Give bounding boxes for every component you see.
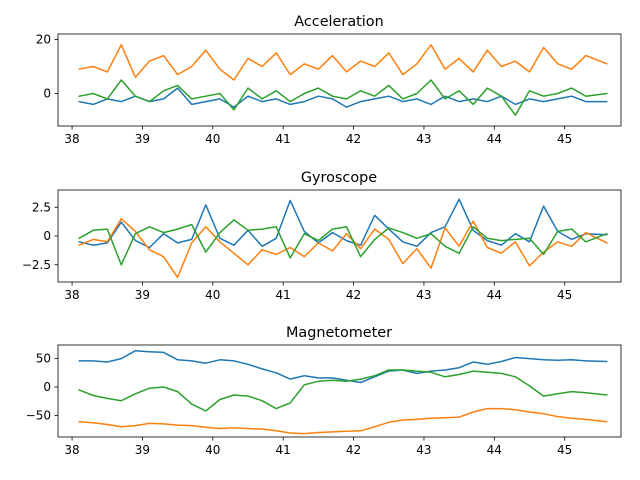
acceleration-x-tick-label: 45	[557, 132, 572, 146]
magnetometer-plot-area	[78, 349, 608, 435]
gyroscope-series-1-line	[78, 198, 608, 249]
gyroscope-x-tick-label: 41	[276, 288, 291, 302]
acceleration-axes-frame	[57, 33, 622, 127]
acceleration-series-3-line	[78, 79, 608, 116]
gyroscope-x-tick-label: 42	[346, 288, 361, 302]
acceleration-x-tick-label: 38	[64, 132, 79, 146]
magnetometer-x-tick-label: 40	[205, 443, 220, 457]
acceleration-x-tick-label: 42	[346, 132, 361, 146]
gyroscope-ticks: 38 39 40 41 42 43 44 45 −2.5 0 2.5	[22, 200, 572, 302]
acceleration-series-1-line	[78, 87, 608, 108]
gyroscope-x-tick-label: 39	[135, 288, 150, 302]
gyroscope-x-tick-label: 45	[557, 288, 572, 302]
acceleration-x-tick-label: 43	[416, 132, 431, 146]
acceleration-x-tick-label: 39	[135, 132, 150, 146]
gyroscope-plot-area	[78, 198, 608, 279]
magnetometer-title: Magnetometer	[286, 325, 392, 341]
gyroscope-panel: Gyroscope 38 39 40 41 42 43 44 45 −2.5 0 2.5	[22, 170, 622, 302]
acceleration-x-tick-label: 44	[487, 132, 502, 146]
acceleration-plot-area	[78, 44, 608, 116]
gyroscope-y-tick-label: −2.5	[22, 258, 51, 272]
magnetometer-x-tick-label: 43	[416, 443, 431, 457]
acceleration-title: Acceleration	[294, 14, 383, 30]
gyroscope-title: Gyroscope	[301, 170, 377, 186]
gyroscope-x-tick-label: 43	[416, 288, 431, 302]
magnetometer-ticks: 38 39 40 41 42 43 44 45 −50 0 50	[26, 352, 573, 457]
acceleration-series-2-line	[78, 44, 608, 81]
acceleration-y-tick-label: 20	[36, 32, 51, 46]
magnetometer-panel: Magnetometer 38 39 40 41 42 43 44 45 −50 0 50	[26, 325, 622, 457]
acceleration-y-tick-label: 0	[43, 87, 51, 101]
gyroscope-series-2-line	[78, 218, 608, 279]
acceleration-ticks: 38 39 40 41 42 43 44 45 0 20	[36, 32, 573, 146]
magnetometer-x-tick-label: 38	[64, 443, 79, 457]
acceleration-x-tick-label: 41	[276, 132, 291, 146]
magnetometer-y-tick-label: −50	[26, 408, 51, 422]
magnetometer-x-tick-label: 44	[487, 443, 502, 457]
acceleration-x-tick-label: 40	[205, 132, 220, 146]
gyroscope-x-tick-label: 38	[64, 288, 79, 302]
gyroscope-y-tick-label: 2.5	[32, 200, 51, 214]
magnetometer-series-3-line	[78, 369, 608, 412]
gyroscope-y-tick-label: 0	[43, 229, 51, 243]
gyroscope-x-tick-label: 40	[205, 288, 220, 302]
magnetometer-x-tick-label: 45	[557, 443, 572, 457]
acceleration-panel: Acceleration 38 39 40 41 42 43 44 45 0 20	[36, 14, 622, 146]
magnetometer-series-1-line	[78, 349, 608, 384]
magnetometer-series-2-line	[78, 407, 608, 435]
magnetometer-x-tick-label: 39	[135, 443, 150, 457]
magnetometer-x-tick-label: 42	[346, 443, 361, 457]
gyroscope-series-3-line	[78, 219, 608, 266]
gyroscope-x-tick-label: 44	[487, 288, 502, 302]
magnetometer-x-tick-label: 41	[276, 443, 291, 457]
magnetometer-y-tick-label: 0	[43, 380, 51, 394]
magnetometer-y-tick-label: 50	[36, 352, 51, 366]
magnetometer-axes-frame	[57, 344, 622, 438]
